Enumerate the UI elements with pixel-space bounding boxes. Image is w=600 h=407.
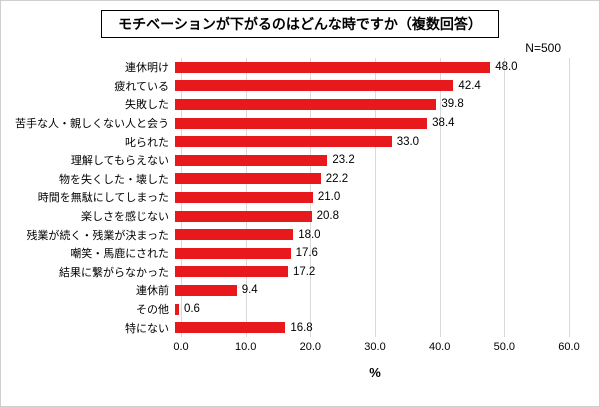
x-tick-label: 30.0 — [364, 340, 386, 353]
bar-row: 連休明け 48.0 — [1, 58, 599, 77]
bar-row: 時間を無駄にしてしまった 21.0 — [1, 188, 599, 207]
bar — [175, 154, 328, 166]
bar-row: 理解してもらえない 23.2 — [1, 151, 599, 170]
value-label: 33.0 — [396, 135, 420, 148]
category-label: 特にない — [125, 322, 169, 335]
value-label: 9.4 — [241, 284, 258, 297]
bar-area: 38.4 — [175, 117, 569, 129]
category-label: 叱られた — [125, 136, 169, 149]
bar-row: 楽しさを感じない 20.8 — [1, 207, 599, 226]
category-label: 理解してもらえない — [70, 155, 169, 168]
category-label: 楽しさを感じない — [81, 211, 169, 224]
bar-row: 特にない 16.8 — [1, 318, 599, 337]
bar — [175, 229, 294, 241]
bar-row: 物を失くした・壊した 22.2 — [1, 170, 599, 189]
bar-area: 23.2 — [175, 154, 569, 166]
bar-rows: 連休明け 48.0 疲れている 42.4 失敗した 39.8 苦手な人・親しくない人と会う 3… — [1, 58, 599, 337]
bar-row: 嘲笑・馬鹿にされた 17.6 — [1, 244, 599, 263]
bar-area: 22.2 — [175, 173, 569, 185]
x-tick-label: 20.0 — [299, 340, 322, 353]
bar — [175, 322, 286, 334]
value-label: 20.8 — [316, 210, 339, 223]
value-label: 17.6 — [295, 247, 318, 260]
bar-row: 結果に繋がらなかった 17.2 — [1, 263, 599, 282]
bar-area: 20.8 — [175, 210, 569, 222]
bar-area: 17.2 — [175, 266, 569, 278]
plot-region: 連休明け 48.0 疲れている 42.4 失敗した 39.8 苦手な人・親しくない人と会う 3… — [1, 58, 599, 337]
value-label: 16.8 — [290, 321, 313, 334]
bar — [175, 191, 313, 203]
x-axis-label-row: % — [181, 364, 569, 382]
category-label: その他 — [136, 304, 169, 317]
category-label: 残業が続く・残業が決まった — [26, 229, 169, 242]
value-label: 21.0 — [317, 191, 341, 204]
bar-area: 18.0 — [175, 229, 569, 241]
bar — [175, 266, 288, 278]
bar-row: その他 0.6 — [1, 300, 599, 319]
bar-area: 0.6 — [175, 303, 569, 315]
bar — [175, 136, 392, 148]
category-label: 連休明け — [125, 62, 169, 75]
value-label: 48.0 — [495, 61, 518, 74]
value-label: 22.2 — [325, 172, 349, 185]
value-label: 42.4 — [458, 79, 481, 92]
bar-area: 17.6 — [175, 247, 569, 259]
value-label: 17.2 — [292, 265, 316, 278]
category-label: 連休前 — [136, 285, 169, 298]
gridline — [569, 58, 570, 337]
x-tick-label: 50.0 — [493, 340, 516, 353]
bar-area: 42.4 — [175, 80, 569, 92]
bar-area: 9.4 — [175, 284, 569, 296]
x-tick-label: 60.0 — [558, 340, 580, 353]
category-label: 物を失くした・壊した — [59, 173, 169, 186]
bar-row: 連休前 9.4 — [1, 281, 599, 300]
bar-row: 苦手な人・親しくない人と会う 38.4 — [1, 114, 599, 133]
category-label: 疲れている — [114, 80, 169, 93]
chart-title: モチベーションが下がるのはどんな時ですか（複数回答） — [101, 10, 499, 38]
category-label: 失敗した — [125, 99, 169, 112]
x-axis-label: % — [369, 364, 381, 380]
category-label: 時間を無駄にしてしまった — [37, 192, 169, 205]
x-tick-label: 40.0 — [428, 340, 451, 353]
x-axis: 0.0 10.0 20.0 30.0 40.0 50.0 60.0 — [173, 340, 579, 356]
category-label: 苦手な人・親しくない人と会う — [15, 118, 169, 131]
value-label: 38.4 — [432, 117, 455, 130]
bar-row: 残業が続く・残業が決まった 18.0 — [1, 225, 599, 244]
value-label: 18.0 — [298, 228, 321, 241]
bar — [175, 284, 237, 296]
bar — [175, 61, 491, 73]
sample-size-label: N=500 — [525, 41, 561, 55]
bar-area: 39.8 — [175, 98, 569, 110]
x-tick-label: 10.0 — [234, 340, 257, 353]
bar-row: 疲れている 42.4 — [1, 77, 599, 96]
value-label: 0.6 — [183, 303, 200, 316]
bar-area: 16.8 — [175, 322, 569, 334]
bar — [175, 117, 428, 129]
bar — [175, 210, 312, 222]
gridline — [375, 58, 376, 337]
bar — [175, 80, 454, 92]
bar — [175, 98, 437, 110]
x-tick-label: 0.0 — [173, 340, 189, 353]
bar-area: 33.0 — [175, 136, 569, 148]
bar-area: 21.0 — [175, 191, 569, 203]
gridline — [439, 58, 441, 337]
bar-row: 叱られた 33.0 — [1, 132, 599, 151]
value-label: 39.8 — [441, 98, 464, 111]
bar-row: 失敗した 39.8 — [1, 95, 599, 114]
gridline — [504, 58, 506, 337]
category-label: 嘲笑・馬鹿にされた — [70, 248, 169, 261]
category-label: 結果に繋がらなかった — [59, 266, 169, 279]
value-label: 23.2 — [332, 154, 355, 167]
bar — [175, 173, 321, 185]
bar — [175, 303, 179, 315]
bar — [175, 247, 291, 259]
bar-area: 48.0 — [175, 61, 569, 73]
title-wrap: モチベーションが下がるのはどんな時ですか（複数回答） — [1, 10, 599, 38]
